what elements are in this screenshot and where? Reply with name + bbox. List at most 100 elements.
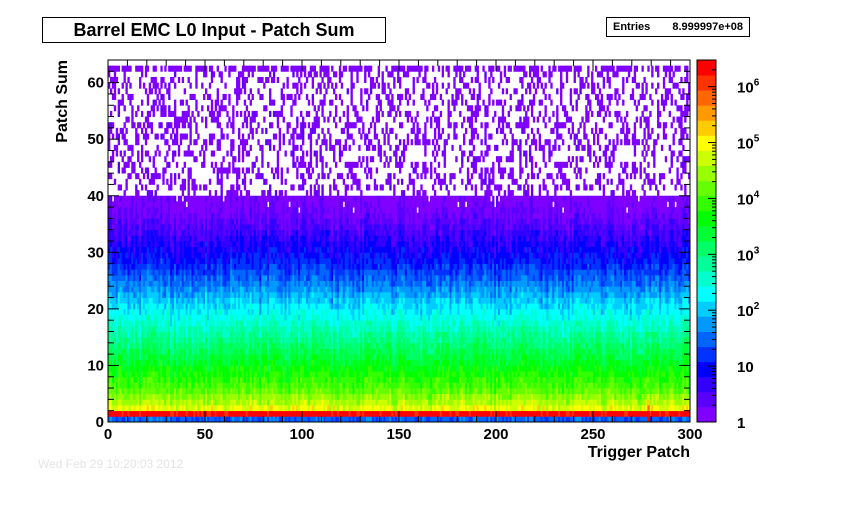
heatmap-cell xyxy=(292,139,294,145)
heatmap-cell xyxy=(158,100,160,106)
heatmap-cell xyxy=(273,77,275,83)
heatmap-cell xyxy=(244,173,246,179)
heatmap-cell xyxy=(188,184,190,190)
heatmap-cell xyxy=(155,190,157,196)
heatmap-cell xyxy=(184,122,186,128)
heatmap-cell xyxy=(147,167,149,173)
heatmap-cell xyxy=(172,77,174,83)
heatmap-cell xyxy=(302,173,304,179)
heatmap-cell xyxy=(238,145,240,151)
heatmap-cell xyxy=(125,184,127,190)
heatmap-cell xyxy=(114,71,116,77)
heatmap-cell xyxy=(265,128,267,134)
heatmap-cell xyxy=(217,88,219,94)
heatmap-cell xyxy=(189,66,191,72)
heatmap-cell xyxy=(147,134,149,140)
heatmap-cell xyxy=(189,83,191,89)
heatmap-cell xyxy=(203,94,205,100)
heatmap-cell xyxy=(285,179,287,185)
heatmap-cell xyxy=(302,134,304,140)
heatmap-cell xyxy=(221,196,223,202)
heatmap-cell xyxy=(221,128,223,134)
heatmap-cell xyxy=(129,156,131,162)
heatmap-cell xyxy=(157,184,159,190)
heatmap-cell xyxy=(201,83,203,89)
heatmap-cell xyxy=(292,156,294,162)
heatmap-cell xyxy=(242,151,244,157)
heatmap-cell xyxy=(290,94,292,100)
heatmap-cell xyxy=(221,190,223,196)
heatmap-cell xyxy=(127,77,129,83)
heatmap-cell xyxy=(261,94,263,100)
heatmap-cell xyxy=(209,83,211,89)
heatmap-cell xyxy=(244,145,246,151)
heatmap-cell xyxy=(129,66,131,72)
heatmap-cell xyxy=(141,167,143,173)
heatmap-cell xyxy=(139,179,141,185)
heatmap-cell xyxy=(242,156,244,162)
heatmap-cell xyxy=(213,167,215,173)
heatmap-cell xyxy=(294,100,296,106)
heatmap-cell xyxy=(147,173,149,179)
heatmap-cell xyxy=(255,156,257,162)
heatmap-cell xyxy=(271,122,273,128)
heatmap-cell xyxy=(238,94,240,100)
heatmap-cell xyxy=(228,117,230,123)
heatmap-cell xyxy=(228,71,230,77)
heatmap-cell xyxy=(238,77,240,83)
heatmap-cell xyxy=(193,179,195,185)
heatmap-cell xyxy=(137,134,139,140)
heatmap-cell xyxy=(308,111,310,117)
heatmap-cell xyxy=(290,111,292,117)
heatmap-cell xyxy=(188,111,190,117)
heatmap-cell xyxy=(174,105,176,111)
heatmap-cell xyxy=(197,111,199,117)
heatmap-cell xyxy=(155,66,157,72)
heatmap-cell xyxy=(288,139,290,145)
heatmap-cell xyxy=(189,128,191,134)
heatmap-cell xyxy=(188,77,190,83)
heatmap-cell xyxy=(188,190,190,196)
heatmap-cell xyxy=(240,190,242,196)
heatmap-cell xyxy=(211,139,213,145)
heatmap-cell xyxy=(114,179,116,185)
heatmap-cell xyxy=(170,184,172,190)
heatmap-cell xyxy=(151,122,153,128)
heatmap-cell xyxy=(157,105,159,111)
heatmap-cell xyxy=(153,105,155,111)
heatmap-cell xyxy=(155,167,157,173)
heatmap-cell xyxy=(182,190,184,196)
heatmap-cell xyxy=(236,190,238,196)
heatmap-cell xyxy=(228,167,230,173)
heatmap-cell xyxy=(261,145,263,151)
heatmap-cell xyxy=(226,173,228,179)
heatmap-cell xyxy=(118,66,120,72)
heatmap-cell xyxy=(164,167,166,173)
heatmap-cell xyxy=(292,71,294,77)
heatmap-cell xyxy=(168,105,170,111)
heatmap-cell xyxy=(248,151,250,157)
heatmap-cell xyxy=(180,196,182,202)
heatmap-cell xyxy=(281,190,283,196)
heatmap-cell xyxy=(110,173,112,179)
heatmap-cell xyxy=(219,139,221,145)
heatmap-cell xyxy=(215,105,217,111)
heatmap-cell xyxy=(139,162,141,168)
heatmap-cell xyxy=(131,117,133,123)
heatmap-cell xyxy=(110,162,112,168)
heatmap-cell xyxy=(263,83,265,89)
heatmap-cell xyxy=(302,151,304,157)
heatmap-cell xyxy=(304,83,306,89)
heatmap-cell xyxy=(201,117,203,123)
heatmap-cell xyxy=(153,179,155,185)
heatmap-cell xyxy=(244,111,246,117)
heatmap-cell xyxy=(118,111,120,117)
heatmap-cell xyxy=(122,128,124,134)
heatmap-cell xyxy=(164,83,166,89)
heatmap-cell xyxy=(193,94,195,100)
heatmap-cell xyxy=(300,88,302,94)
heatmap-cell xyxy=(141,111,143,117)
heatmap-cell xyxy=(219,145,221,151)
heatmap-cell xyxy=(298,94,300,100)
heatmap-cell xyxy=(157,94,159,100)
